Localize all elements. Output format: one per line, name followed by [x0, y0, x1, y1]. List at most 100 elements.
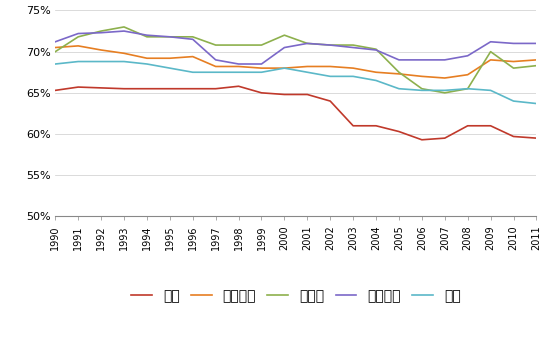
日本 — [510, 134, 517, 139]
ドイツ — [510, 66, 517, 70]
日本 — [212, 87, 219, 91]
日本 — [350, 124, 357, 128]
日本 — [395, 129, 402, 134]
米国 — [144, 62, 150, 66]
イギリス — [533, 41, 540, 45]
ドイツ — [304, 41, 311, 45]
フランス — [98, 48, 105, 52]
フランス — [121, 51, 127, 55]
日本 — [281, 92, 288, 97]
ドイツ — [121, 25, 127, 29]
フランス — [166, 56, 173, 60]
ドイツ — [75, 35, 81, 39]
ドイツ — [258, 43, 265, 47]
米国 — [281, 66, 288, 70]
フランス — [75, 44, 81, 48]
米国 — [52, 62, 59, 66]
日本 — [144, 87, 150, 91]
イギリス — [487, 40, 494, 44]
イギリス — [465, 54, 471, 58]
ドイツ — [166, 35, 173, 39]
日本 — [166, 87, 173, 91]
フランス — [487, 58, 494, 62]
日本 — [465, 124, 471, 128]
米国 — [166, 66, 173, 70]
米国 — [373, 79, 379, 83]
イギリス — [121, 29, 127, 33]
イギリス — [166, 35, 173, 39]
日本 — [373, 124, 379, 128]
Line: ドイツ: ドイツ — [55, 27, 536, 93]
Line: 米国: 米国 — [55, 61, 536, 104]
フランス — [281, 66, 288, 70]
日本 — [533, 136, 540, 140]
日本 — [235, 84, 242, 88]
フランス — [350, 66, 357, 70]
フランス — [441, 76, 448, 80]
フランス — [304, 64, 311, 68]
ドイツ — [52, 50, 59, 54]
フランス — [373, 70, 379, 74]
日本 — [75, 85, 81, 89]
イギリス — [350, 45, 357, 50]
ドイツ — [327, 43, 333, 47]
フランス — [419, 74, 425, 79]
イギリス — [510, 41, 517, 45]
米国 — [304, 70, 311, 74]
米国 — [258, 70, 265, 74]
イギリス — [395, 58, 402, 62]
Line: イギリス: イギリス — [55, 31, 536, 64]
ドイツ — [441, 91, 448, 95]
Legend: 日本, フランス, ドイツ, イギリス, 米国: 日本, フランス, ドイツ, イギリス, 米国 — [126, 283, 466, 308]
米国 — [441, 88, 448, 92]
Line: 日本: 日本 — [55, 86, 536, 140]
イギリス — [373, 48, 379, 52]
フランス — [212, 64, 219, 68]
イギリス — [235, 62, 242, 66]
日本 — [190, 87, 196, 91]
フランス — [327, 64, 333, 68]
米国 — [235, 70, 242, 74]
イギリス — [98, 31, 105, 35]
日本 — [327, 99, 333, 103]
ドイツ — [190, 35, 196, 39]
ドイツ — [533, 64, 540, 68]
イギリス — [419, 58, 425, 62]
米国 — [395, 87, 402, 91]
イギリス — [304, 41, 311, 45]
フランス — [258, 66, 265, 70]
米国 — [510, 99, 517, 103]
ドイツ — [487, 50, 494, 54]
ドイツ — [465, 87, 471, 91]
ドイツ — [144, 35, 150, 39]
イギリス — [144, 33, 150, 37]
日本 — [52, 88, 59, 92]
フランス — [190, 54, 196, 59]
フランス — [533, 58, 540, 62]
ドイツ — [212, 43, 219, 47]
日本 — [304, 92, 311, 97]
米国 — [98, 59, 105, 64]
米国 — [487, 88, 494, 92]
ドイツ — [373, 47, 379, 51]
米国 — [75, 59, 81, 64]
米国 — [327, 74, 333, 79]
イギリス — [75, 31, 81, 36]
米国 — [350, 74, 357, 79]
日本 — [441, 136, 448, 140]
フランス — [144, 56, 150, 60]
ドイツ — [350, 43, 357, 47]
米国 — [212, 70, 219, 74]
ドイツ — [419, 87, 425, 91]
米国 — [190, 70, 196, 74]
日本 — [98, 86, 105, 90]
米国 — [533, 102, 540, 106]
イギリス — [212, 58, 219, 62]
ドイツ — [98, 29, 105, 33]
イギリス — [258, 62, 265, 66]
ドイツ — [235, 43, 242, 47]
フランス — [235, 64, 242, 68]
ドイツ — [281, 33, 288, 37]
Line: フランス: フランス — [55, 46, 536, 78]
フランス — [52, 45, 59, 50]
